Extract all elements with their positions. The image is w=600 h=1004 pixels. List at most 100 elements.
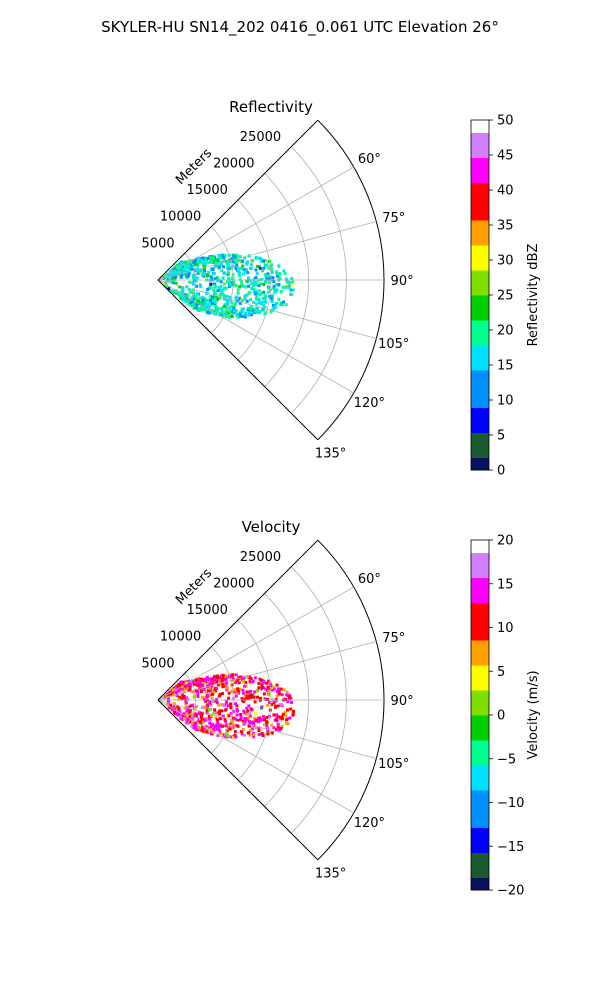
echo-gate xyxy=(255,294,259,298)
colorbar-swatch xyxy=(471,627,489,641)
echo-gate xyxy=(213,265,217,269)
echo-gate xyxy=(252,307,256,311)
colorbar-swatch xyxy=(471,815,489,828)
echo-gate xyxy=(187,683,190,687)
echo-gate xyxy=(220,703,224,707)
echo-gate xyxy=(220,306,224,310)
echo-gate xyxy=(168,279,172,283)
echo-gate xyxy=(199,688,203,692)
echo-gate xyxy=(180,687,184,690)
colorbar-swatch xyxy=(471,715,489,728)
echo-gate xyxy=(189,263,193,267)
echo-gate xyxy=(262,259,265,263)
echo-gate xyxy=(225,688,229,692)
echo-gate xyxy=(201,726,205,730)
echo-gate xyxy=(189,708,193,712)
echo-gate xyxy=(272,279,276,283)
echo-gate xyxy=(172,270,176,274)
colorbar-swatch xyxy=(471,407,489,421)
echo-gate xyxy=(182,267,186,271)
echo-gate xyxy=(242,733,246,737)
colorbar-swatch xyxy=(471,357,489,371)
echo-gate xyxy=(234,296,238,300)
echo-gate xyxy=(259,282,263,286)
echo-gate xyxy=(216,676,220,680)
azimuth-gridline xyxy=(157,641,377,701)
echo-gate xyxy=(174,275,178,279)
echo-gate xyxy=(270,267,273,271)
echo-gate xyxy=(234,735,238,739)
echo-gate xyxy=(193,269,197,273)
echo-gate xyxy=(223,253,227,257)
echo-gate xyxy=(288,281,292,284)
echo-gate xyxy=(257,256,261,260)
echo-gate xyxy=(252,735,256,739)
echo-gate xyxy=(187,272,191,276)
colorbar-tick-label: −5 xyxy=(497,752,516,767)
colorbar-swatch xyxy=(471,827,489,841)
echo-gate xyxy=(210,732,214,736)
echo-gate xyxy=(260,686,264,690)
echo-gate xyxy=(181,265,185,268)
colorbar-swatch xyxy=(471,270,489,283)
echo-gate xyxy=(250,282,254,286)
echo-gate xyxy=(269,310,273,314)
echo-gate xyxy=(189,712,193,716)
echo-gate xyxy=(245,293,249,297)
echo-gate xyxy=(254,711,258,715)
echo-gate xyxy=(266,729,269,733)
echo-gate xyxy=(229,265,232,269)
radial-tick-label: 20000 xyxy=(213,576,254,591)
echo-gate xyxy=(234,680,237,684)
echo-gate xyxy=(218,311,222,315)
echo-gate xyxy=(212,681,216,684)
echo-gate xyxy=(260,684,264,688)
echo-gate xyxy=(218,712,222,716)
echo-gate xyxy=(280,725,284,728)
colorbar-swatch xyxy=(471,852,489,866)
colorbar-tick-label: 30 xyxy=(497,254,514,269)
echo-gate xyxy=(241,314,245,318)
echo-gate xyxy=(206,684,209,688)
echo-gate xyxy=(176,712,180,716)
echo-gate xyxy=(211,295,215,299)
echo-gate xyxy=(268,277,272,281)
echo-gate xyxy=(249,695,253,699)
echo-gate xyxy=(203,303,207,307)
colorbar-swatch xyxy=(471,840,489,853)
echo-gate xyxy=(270,703,274,706)
echo-gate xyxy=(181,696,185,700)
echo-gate xyxy=(179,263,183,267)
echo-gate xyxy=(230,674,234,678)
echo-gate xyxy=(270,271,274,275)
colorbar-tick-label: 5 xyxy=(497,665,505,680)
echo-gate xyxy=(214,699,218,703)
echo-gate xyxy=(266,272,270,276)
echo-gate xyxy=(220,260,224,264)
echo-gate xyxy=(275,272,279,276)
echo-gate xyxy=(205,717,209,720)
echo-gate xyxy=(199,690,203,694)
echo-gate xyxy=(225,681,228,685)
echo-gate xyxy=(266,290,270,294)
colorbar-swatch xyxy=(471,665,489,678)
echo-gate xyxy=(183,715,187,719)
echo-gate xyxy=(250,307,254,311)
echo-gate xyxy=(233,730,237,734)
echo-gate xyxy=(169,703,172,707)
echo-gate xyxy=(199,268,202,272)
echo-gate xyxy=(182,690,186,694)
echo-gate xyxy=(259,696,262,700)
echo-gate xyxy=(182,296,185,300)
echo-gate xyxy=(194,724,198,728)
echo-gate xyxy=(263,273,267,277)
echo-gate xyxy=(239,716,243,720)
echo-gate xyxy=(216,683,220,687)
echo-gate xyxy=(205,690,209,694)
echo-gate xyxy=(265,724,269,728)
echo-gate xyxy=(266,698,270,701)
colorbar-swatch xyxy=(471,740,489,753)
echo-gate xyxy=(203,259,207,263)
echo-gate xyxy=(172,705,176,709)
echo-gate xyxy=(213,284,217,288)
